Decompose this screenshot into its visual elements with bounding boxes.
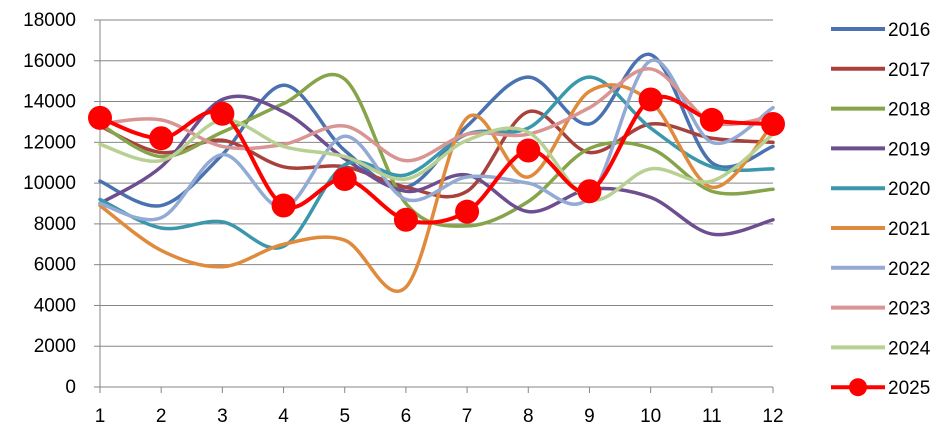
legend-label-2025: 2025 <box>888 378 930 399</box>
data-point-2025-11 <box>699 107 724 132</box>
y-tick-label: 2000 <box>34 336 76 357</box>
y-tick-label: 12000 <box>23 132 76 153</box>
x-tick-label: 2 <box>156 406 167 427</box>
x-tick-label: 4 <box>278 406 289 427</box>
tick-labels: 0 2000 4000 6000 8000 10000 12000 14000 16000 180… <box>23 10 783 427</box>
data-point-2025-9 <box>577 179 602 204</box>
series-line-2022 <box>98 58 775 222</box>
legend-item-2025: 2025 <box>831 378 930 399</box>
legend-label-2022: 2022 <box>888 259 930 280</box>
data-point-2025-7 <box>455 199 480 224</box>
legend-item-2020: 2020 <box>831 179 930 200</box>
series-line-2019 <box>98 94 775 237</box>
data-point-2025-1 <box>88 105 112 130</box>
data-point-2025-4 <box>271 193 296 218</box>
legend-label-2021: 2021 <box>888 219 930 240</box>
x-tick-label: 12 <box>762 406 783 427</box>
legend-marker-2025 <box>849 378 867 397</box>
data-point-2025-10 <box>638 87 663 112</box>
legend-label-2019: 2019 <box>888 139 930 160</box>
data-point-2025-12 <box>761 111 785 136</box>
y-tick-label: 14000 <box>23 92 76 113</box>
series-lines <box>88 52 785 293</box>
series-line-2017 <box>98 109 775 199</box>
data-point-2025-2 <box>149 126 174 151</box>
legend-item-2018: 2018 <box>831 100 930 121</box>
y-tick-label: 10000 <box>23 173 76 194</box>
legend-label-2017: 2017 <box>888 60 930 81</box>
series-line-2018 <box>98 72 775 228</box>
x-tick-label: 5 <box>339 406 350 427</box>
y-tick-label: 0 <box>65 377 76 398</box>
y-tick-label: 8000 <box>34 214 76 235</box>
x-tick-label: 3 <box>217 406 228 427</box>
legend-item-2024: 2024 <box>831 338 931 359</box>
legend-label-2020: 2020 <box>888 179 930 200</box>
legend-item-2021: 2021 <box>831 219 930 240</box>
legend-item-2016: 2016 <box>831 20 930 41</box>
legend-item-2017: 2017 <box>831 60 930 81</box>
legend: 2016 2017 2018 2019 2020 2021 2022 2023 2024 2025 <box>831 20 931 399</box>
series-line-2024 <box>98 118 775 202</box>
legend-label-2018: 2018 <box>888 100 930 121</box>
legend-label-2024: 2024 <box>888 338 931 359</box>
legend-item-2019: 2019 <box>831 139 930 160</box>
axes <box>94 19 774 393</box>
legend-item-2023: 2023 <box>831 299 930 320</box>
x-tick-label: 8 <box>523 406 534 427</box>
x-tick-label: 10 <box>640 406 661 427</box>
x-tick-label: 11 <box>702 406 722 427</box>
legend-item-2022: 2022 <box>831 259 930 280</box>
data-point-2025-3 <box>210 101 235 126</box>
legend-label-2016: 2016 <box>888 20 930 41</box>
y-tick-label: 4000 <box>34 295 76 316</box>
x-tick-label: 9 <box>584 406 595 427</box>
y-tick-label: 16000 <box>23 51 76 72</box>
data-point-2025-8 <box>516 138 541 163</box>
y-tick-label: 6000 <box>34 255 76 276</box>
series-line-2020 <box>98 75 775 250</box>
series-line-2023 <box>98 67 775 163</box>
legend-label-2023: 2023 <box>888 299 930 320</box>
data-point-2025-5 <box>332 167 357 192</box>
x-tick-label: 6 <box>401 406 412 427</box>
x-tick-label: 1 <box>95 406 106 427</box>
y-tick-label: 18000 <box>23 10 76 31</box>
data-point-2025-6 <box>393 207 418 232</box>
x-tick-label: 7 <box>462 406 473 427</box>
